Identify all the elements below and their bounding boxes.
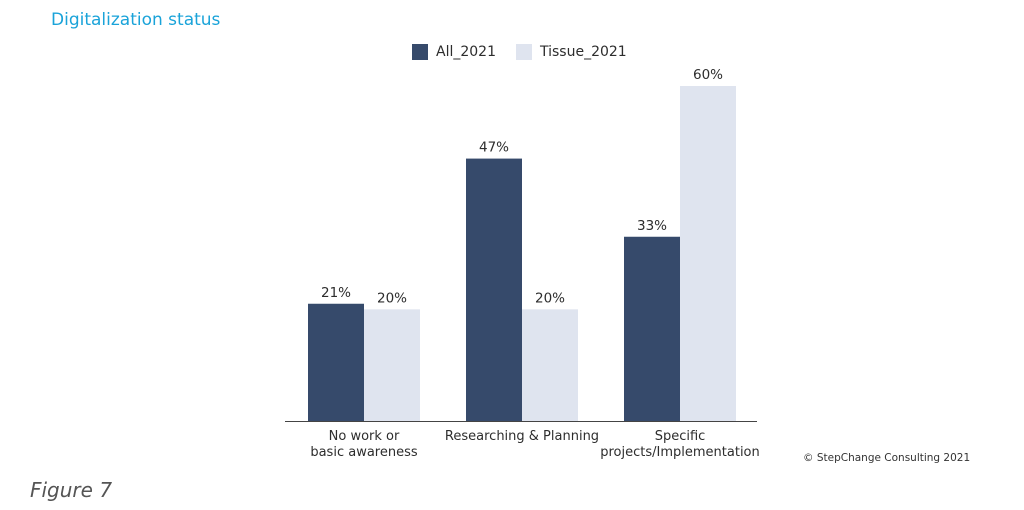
legend-item-tissue: Tissue_2021 <box>516 44 627 60</box>
bar-all-0 <box>308 303 364 421</box>
bar-tissue-1 <box>522 309 578 421</box>
bar-tissue-2 <box>680 86 736 421</box>
data-label-all-2: 33% <box>637 218 667 234</box>
bar-tissue-0 <box>364 309 420 421</box>
x-tick-label-2-1: projects/Implementation <box>600 445 760 460</box>
x-tick-label-1-0: Researching & Planning <box>445 429 599 444</box>
bar-all-2 <box>624 236 680 421</box>
x-tick-label-2-0: Specific <box>655 429 706 444</box>
legend-label-all: All_2021 <box>436 44 496 60</box>
data-label-tissue-1: 20% <box>535 290 565 306</box>
legend-swatch-all <box>412 44 428 60</box>
legend-item-all: All_2021 <box>412 44 496 60</box>
legend-swatch-tissue <box>516 44 532 60</box>
legend-label-tissue: Tissue_2021 <box>540 44 627 60</box>
data-label-tissue-0: 20% <box>377 290 407 306</box>
x-tick-label-0-0: No work or <box>329 429 400 444</box>
figure-label: Figure 7 <box>30 478 113 502</box>
data-label-all-1: 47% <box>479 140 509 156</box>
copyright-text: © StepChange Consulting 2021 <box>803 452 971 464</box>
bar-all-1 <box>466 158 522 422</box>
data-label-tissue-2: 60% <box>693 67 723 83</box>
chart-title: Digitalization status <box>51 10 221 30</box>
x-tick-label-0-1: basic awareness <box>310 445 418 460</box>
data-label-all-0: 21% <box>321 285 351 301</box>
legend: All_2021 Tissue_2021 <box>412 44 641 60</box>
